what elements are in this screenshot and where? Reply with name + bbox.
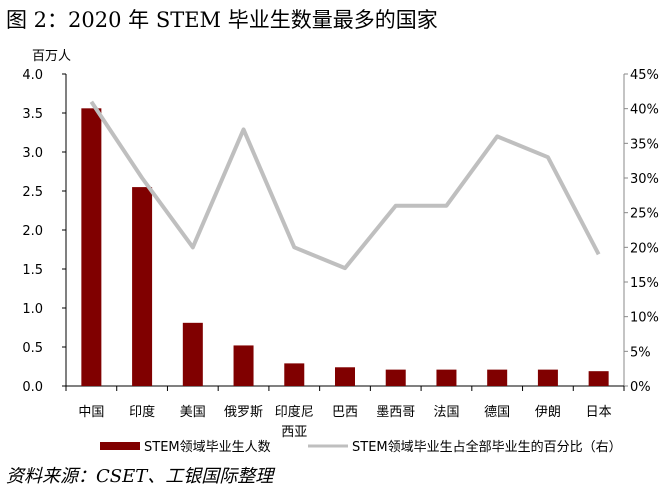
category-label: 俄罗斯	[224, 405, 263, 420]
bar-0	[81, 108, 102, 386]
chart-title: 图 2：2020 年 STEM 毕业生数量最多的国家	[6, 8, 438, 32]
percent-line	[89, 100, 601, 271]
category-label: 印度	[129, 404, 155, 420]
left-tick-label: 0.0	[22, 380, 43, 395]
bar-8	[487, 369, 508, 386]
bar-6	[385, 369, 406, 386]
bar-10	[588, 371, 609, 386]
category-label: 西亚	[281, 425, 307, 440]
left-tick-label: 3.0	[22, 146, 43, 161]
right-tick-label: 35%	[630, 137, 659, 152]
legend-label-bars: STEM领域毕业生人数	[144, 440, 271, 455]
left-tick-label: 2.5	[22, 185, 43, 200]
bar-3	[233, 345, 254, 386]
bar-9	[537, 369, 558, 386]
right-tick-label: 25%	[630, 207, 659, 222]
left-tick-label: 1.0	[22, 302, 43, 317]
right-tick-label: 5%	[630, 345, 651, 360]
bar-7	[436, 369, 457, 386]
right-tick-label: 20%	[630, 241, 659, 256]
y-left-unit-label: 百万人	[32, 49, 71, 64]
bar-1	[132, 187, 153, 386]
category-label: 伊朗	[535, 405, 561, 420]
right-tick-label: 45%	[630, 68, 659, 83]
left-tick-label: 2.0	[22, 224, 43, 239]
category-label: 法国	[433, 405, 459, 420]
category-label: 美国	[180, 405, 206, 420]
left-tick-label: 0.5	[22, 341, 43, 356]
legend-label-line: STEM领域毕业生占全部毕业生的百分比（右）	[352, 439, 622, 455]
left-tick-label: 3.5	[22, 107, 43, 122]
category-label: 德国	[484, 405, 510, 420]
category-label: 墨西哥	[376, 405, 415, 420]
category-label: 巴西	[332, 405, 358, 420]
right-tick-label: 15%	[630, 276, 659, 291]
right-tick-label: 30%	[630, 172, 659, 187]
category-label: 日本	[586, 405, 612, 420]
left-tick-label: 1.5	[22, 263, 43, 278]
category-label: 中国	[78, 405, 104, 420]
bar-5	[335, 367, 355, 386]
right-tick-label: 0%	[630, 380, 651, 395]
right-tick-label: 40%	[630, 103, 659, 118]
legend-swatch-bars	[100, 442, 140, 450]
category-label: 印度尼	[275, 404, 314, 420]
bar-2	[182, 322, 203, 386]
source-note: 资料来源：CSET、工银国际整理	[6, 466, 274, 487]
right-tick-label: 10%	[630, 311, 659, 326]
bar-4	[284, 363, 305, 386]
left-tick-label: 4.0	[22, 68, 43, 83]
